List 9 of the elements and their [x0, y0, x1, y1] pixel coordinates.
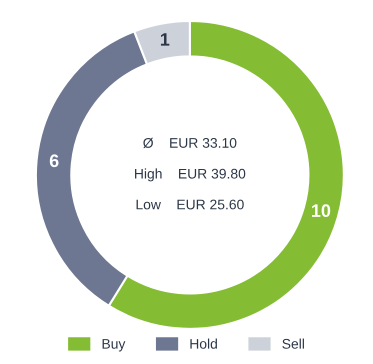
data-label: 1 [160, 33, 170, 46]
legend-label: Sell [282, 338, 304, 349]
text: Ø EUR 33.10 [143, 138, 236, 148]
legend-label: Hold [190, 338, 217, 349]
text: Low EUR 25.60 [136, 200, 244, 210]
data-label: 10 [312, 204, 330, 218]
data-label: 6 [50, 154, 59, 168]
legend-label: Buy [102, 339, 126, 352]
text: High EUR 39.80 [135, 168, 246, 182]
